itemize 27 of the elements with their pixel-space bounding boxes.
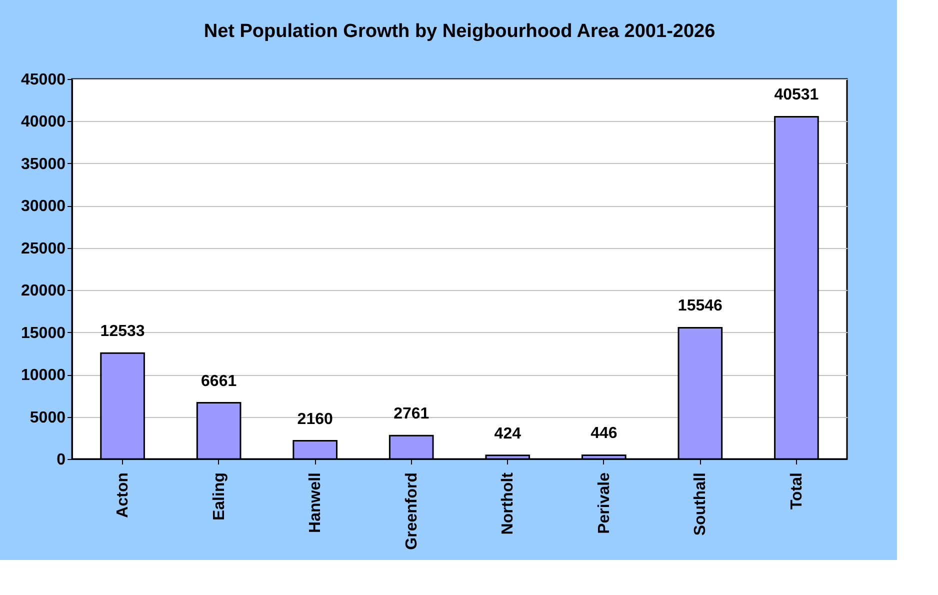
x-tick-label: Greenford bbox=[403, 472, 420, 550]
data-label: 2761 bbox=[394, 406, 430, 423]
data-label: 40531 bbox=[774, 86, 819, 104]
data-label: 424 bbox=[494, 425, 522, 442]
data-label: 2160 bbox=[297, 410, 333, 428]
y-tick-label: 15000 bbox=[21, 324, 66, 342]
chart-title: Net Population Growth by Neigbourhood Area 2001-2026 bbox=[204, 21, 716, 42]
x-tick-label: Total bbox=[788, 472, 806, 510]
x-tick-label: Northolt bbox=[500, 472, 517, 535]
x-tick-label: Perivale bbox=[596, 472, 613, 534]
y-tick-label: 0 bbox=[56, 452, 66, 468]
x-tick-label: Southall bbox=[692, 472, 710, 536]
data-label: 12533 bbox=[100, 323, 145, 340]
y-tick-label: 25000 bbox=[21, 240, 66, 258]
y-tick-label: 5000 bbox=[30, 409, 66, 426]
y-tick-label: 10000 bbox=[21, 367, 66, 384]
data-label: 15546 bbox=[678, 298, 723, 315]
y-tick-label: 20000 bbox=[21, 282, 66, 300]
y-tick-label: 45000 bbox=[21, 72, 66, 88]
y-tick-label: 40000 bbox=[21, 114, 66, 131]
x-tick-label: Hanwell bbox=[307, 472, 324, 533]
x-tick-label: Acton bbox=[114, 472, 132, 518]
y-tick-label: 30000 bbox=[21, 198, 66, 216]
x-tick-label: Ealing bbox=[210, 472, 228, 521]
y-tick-label: 35000 bbox=[21, 156, 66, 173]
data-label: 6661 bbox=[201, 372, 237, 390]
data-label: 446 bbox=[590, 425, 618, 442]
